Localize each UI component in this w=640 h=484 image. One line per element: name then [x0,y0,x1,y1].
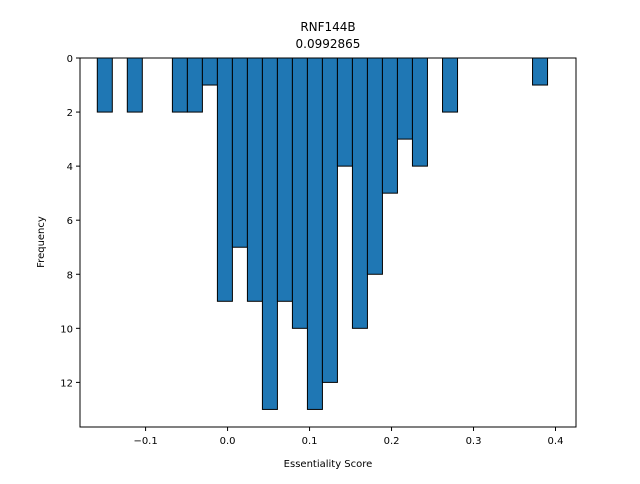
x-tick-label: 0.1 [302,436,318,447]
histogram-bar-18 [411,57,428,167]
chart-subtitle: 0.0992865 [296,37,361,51]
x-axis-ticks: −0.1 0.0 0.1 0.2 0.3 0.4 [133,427,563,447]
chart-title: RNF144B [300,20,355,34]
histogram-bar-3 [186,57,203,113]
histogram-bar-15 [366,57,383,275]
y-tick-label: 4 [67,162,73,173]
histogram-bar-19 [442,57,459,113]
y-tick-label: 0 [67,54,73,65]
y-axis-label: Frequency [36,216,47,268]
histogram-bar-8 [261,57,278,410]
histogram-bar-6 [231,57,248,248]
histogram-bar-1 [126,57,143,113]
bars [96,57,549,410]
histogram-bar-5 [216,57,233,302]
histogram-bar-0 [96,57,113,113]
x-axis-label: Essentiality Score [284,459,373,470]
y-tick-label: 10 [60,324,73,335]
histogram-bar-10 [291,57,308,329]
histogram-bar-7 [246,57,263,302]
x-tick-label: 0.2 [384,436,400,447]
plot-frame [79,57,577,428]
histogram-bar-4 [201,57,218,86]
histogram-bar-16 [381,57,398,194]
histogram-bar-13 [336,57,353,167]
y-axis-ticks: 0 2 4 6 8 10 12 [60,54,80,389]
histogram-bar-14 [351,57,368,329]
histogram-bar-9 [276,57,293,302]
y-tick-label: 8 [67,270,73,281]
histogram-bar-2 [171,57,188,113]
x-tick-label: −0.1 [133,436,157,447]
histogram-bar-20 [532,57,549,86]
x-tick-label: 0.0 [220,436,236,447]
y-tick-label: 12 [60,378,73,389]
histogram-bar-17 [396,57,413,140]
y-tick-label: 6 [67,216,73,227]
x-tick-label: 0.4 [548,436,564,447]
histogram-bar-12 [321,57,338,383]
y-tick-label: 2 [67,108,73,119]
histogram-bar-11 [306,57,323,410]
x-tick-label: 0.3 [466,436,482,447]
